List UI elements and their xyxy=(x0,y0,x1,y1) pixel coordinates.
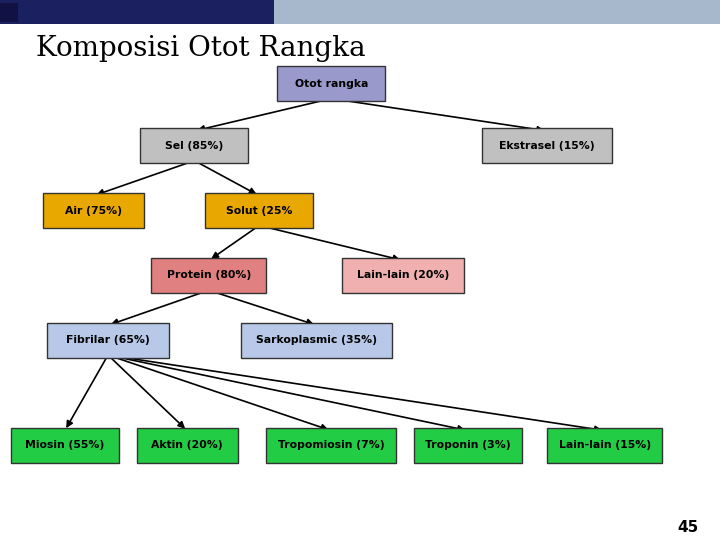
Text: Lain-lain (15%): Lain-lain (15%) xyxy=(559,441,651,450)
FancyBboxPatch shape xyxy=(482,128,612,163)
FancyBboxPatch shape xyxy=(414,428,522,463)
Text: Ekstrasel (15%): Ekstrasel (15%) xyxy=(500,141,595,151)
Text: Tropomiosin (7%): Tropomiosin (7%) xyxy=(278,441,384,450)
Text: Sel (85%): Sel (85%) xyxy=(166,141,223,151)
FancyBboxPatch shape xyxy=(547,428,662,463)
FancyBboxPatch shape xyxy=(277,66,385,102)
Text: 45: 45 xyxy=(677,519,698,535)
Text: Protein (80%): Protein (80%) xyxy=(166,271,251,280)
Text: Miosin (55%): Miosin (55%) xyxy=(25,441,104,450)
Text: Solut (25%: Solut (25% xyxy=(226,206,292,215)
FancyBboxPatch shape xyxy=(137,428,238,463)
Text: Troponin (3%): Troponin (3%) xyxy=(426,441,510,450)
Text: Lain-lain (20%): Lain-lain (20%) xyxy=(357,271,449,280)
FancyBboxPatch shape xyxy=(11,428,119,463)
FancyBboxPatch shape xyxy=(205,193,313,228)
FancyBboxPatch shape xyxy=(266,428,396,463)
Text: Air (75%): Air (75%) xyxy=(65,206,122,215)
FancyBboxPatch shape xyxy=(241,322,392,358)
Text: Fibrilar (65%): Fibrilar (65%) xyxy=(66,335,150,345)
Bar xyxy=(0,0,274,24)
Bar xyxy=(274,0,720,24)
FancyBboxPatch shape xyxy=(43,193,144,228)
Text: Sarkoplasmic (35%): Sarkoplasmic (35%) xyxy=(256,335,377,345)
FancyBboxPatch shape xyxy=(342,258,464,293)
Text: Aktin (20%): Aktin (20%) xyxy=(151,441,223,450)
FancyBboxPatch shape xyxy=(140,128,248,163)
Bar xyxy=(0,3,18,22)
FancyBboxPatch shape xyxy=(47,322,169,358)
FancyBboxPatch shape xyxy=(151,258,266,293)
Text: Komposisi Otot Rangka: Komposisi Otot Rangka xyxy=(36,35,366,62)
Text: Otot rangka: Otot rangka xyxy=(294,79,368,89)
